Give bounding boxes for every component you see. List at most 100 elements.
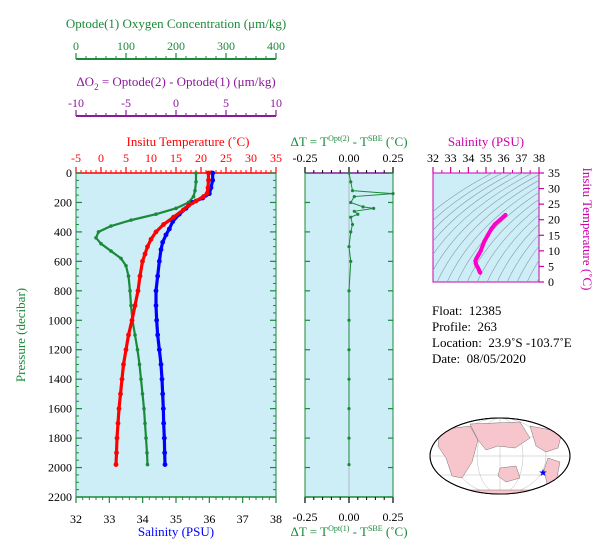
dt-series-line: [348, 172, 394, 465]
oxygen-tick-label: 100: [117, 39, 135, 53]
salinity-profile-point: [158, 362, 164, 367]
ts-density-contour: [433, 173, 534, 255]
float-location-marker: ★: [539, 468, 548, 479]
ts-density-contour: [486, 214, 539, 282]
dt-series-point: [347, 377, 351, 381]
ts-salinity-tick-label: 38: [533, 151, 545, 165]
oxygen-profile-point: [137, 362, 142, 367]
salinity-profile-point: [161, 420, 167, 426]
salinity-tick-label: 34: [137, 512, 149, 526]
dt-bottom-tick-label: -0.25: [293, 510, 318, 524]
ts-temp-tick-label: 20: [548, 213, 560, 227]
temperature-profile-point: [114, 435, 120, 441]
salinity-profile-point: [210, 177, 216, 183]
temperature-tick-label: 10: [145, 151, 157, 165]
world-map: ★: [429, 417, 571, 495]
map-land-asia: [469, 421, 531, 451]
dt-series-point: [372, 206, 376, 210]
profile-row: Profile: 263: [432, 319, 498, 334]
oxygen-profile-point: [142, 406, 146, 411]
temperature-profile-point: [205, 185, 211, 191]
delta-o2-axis: ΔO2 = Optode(2) - Optode(1) (μm/kg) -10 -…: [68, 74, 282, 117]
salinity-tick-label: 36: [203, 512, 215, 526]
oxygen-profile-point: [109, 224, 113, 228]
oxygen-profile-point: [129, 218, 133, 222]
temperature-profile-point: [135, 288, 141, 294]
map-land-australia: [497, 465, 521, 483]
oxygen-tick-label: 300: [217, 39, 235, 53]
salinity-profile-point: [155, 273, 161, 279]
salinity-profile-point: [161, 435, 167, 441]
dt-series-point: [349, 259, 353, 263]
delta-o2-tick-label: -10: [68, 96, 84, 110]
salinity-profile-point: [156, 347, 162, 353]
float-id: 12385: [468, 303, 502, 318]
pressure-tick-label: 800: [54, 284, 72, 298]
temperature-profile-point: [121, 362, 126, 367]
temperature-profile-point: [132, 303, 138, 308]
map-land-africa-europe: [437, 425, 479, 479]
dt-series-point: [347, 289, 351, 293]
oxygen-axis-title: Optode(1) Oxygen Concentration (μm/kg): [66, 16, 286, 31]
ts-density-contour: [433, 173, 504, 221]
ts-point: [498, 217, 503, 222]
dt-series-point: [391, 192, 395, 196]
salinity-tick-label: 37: [237, 512, 249, 526]
oxygen-profile-point: [109, 249, 113, 253]
salinity-tick-label: 38: [270, 512, 282, 526]
dt-bottom-tick-label: 0.25: [383, 510, 404, 524]
ts-temp-tick-label: 5: [548, 259, 554, 273]
temperature-profile-point: [114, 450, 119, 456]
dt-top-tick-label: 0.00: [339, 151, 360, 165]
oxygen-profile-point: [154, 212, 158, 217]
salinity-profile-point: [166, 226, 172, 232]
oxygen-profile-point: [129, 303, 133, 308]
salinity-tick-label: 33: [103, 512, 115, 526]
dt-series-point: [356, 212, 360, 216]
salinity-profile-point: [153, 288, 159, 294]
oxygen-profile-point: [128, 289, 132, 293]
oxygen-profile-point: [143, 421, 147, 426]
dt-series-point: [347, 171, 351, 175]
oxygen-profile-point: [194, 171, 198, 175]
ts-density-contour: [496, 223, 539, 282]
ts-density-contour: [433, 173, 494, 213]
oxygen-profile-point: [139, 377, 143, 381]
dt-series-point: [347, 436, 351, 440]
ts-density-contour: [446, 185, 539, 282]
temperature-profile-point: [171, 214, 176, 220]
salinity-tick-label: 32: [70, 512, 82, 526]
ts-point: [478, 248, 483, 253]
temperature-axis-title: Insitu Temperature (˚C): [126, 134, 249, 149]
temperature-profile-point: [148, 236, 154, 242]
ts-temp-tick-label: 30: [548, 182, 560, 196]
dt-series-point: [350, 189, 355, 193]
salinity-axis-title: Salinity (PSU): [138, 524, 214, 539]
ts-point: [478, 270, 483, 275]
ts-point: [485, 233, 490, 238]
oxygen-profile-point: [94, 236, 98, 240]
delta-o2-axis-title: ΔO2 = Optode(2) - Optode(1) (μm/kg): [76, 74, 275, 92]
ts-point: [501, 214, 506, 219]
pressure-tick-label: 1600: [48, 402, 72, 416]
profile-number: 263: [477, 319, 498, 334]
dt-series-point: [349, 200, 353, 205]
pressure-tick-label: 2200: [48, 490, 72, 504]
ts-point: [480, 244, 485, 249]
delta-o2-tick-label: -5: [121, 96, 131, 110]
oxygen-profile-point: [174, 206, 178, 211]
salinity-profile-point: [160, 406, 166, 412]
dt-top-tick-label: -0.25: [293, 151, 318, 165]
oxygen-profile-point: [144, 436, 148, 440]
dt-series-point: [352, 194, 356, 199]
temperature-profile-point: [161, 222, 166, 227]
temperature-tick-label: 30: [245, 151, 257, 165]
pressure-axis-title: Pressure (decibar): [13, 288, 28, 382]
salinity-profile-point: [156, 258, 162, 264]
ts-density-contour: [456, 192, 539, 282]
date-row: Date: 08/05/2020: [432, 351, 526, 366]
dt-series-point: [347, 318, 351, 322]
salinity-profile-point: [158, 247, 164, 252]
ts-salinity-tick-label: 36: [498, 151, 510, 165]
dt-series-point: [349, 180, 353, 184]
